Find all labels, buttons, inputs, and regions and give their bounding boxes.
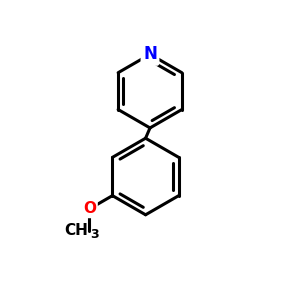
Text: O: O xyxy=(83,201,96,216)
Text: N: N xyxy=(143,45,157,63)
Text: 3: 3 xyxy=(91,228,99,241)
Text: CH: CH xyxy=(64,224,88,238)
